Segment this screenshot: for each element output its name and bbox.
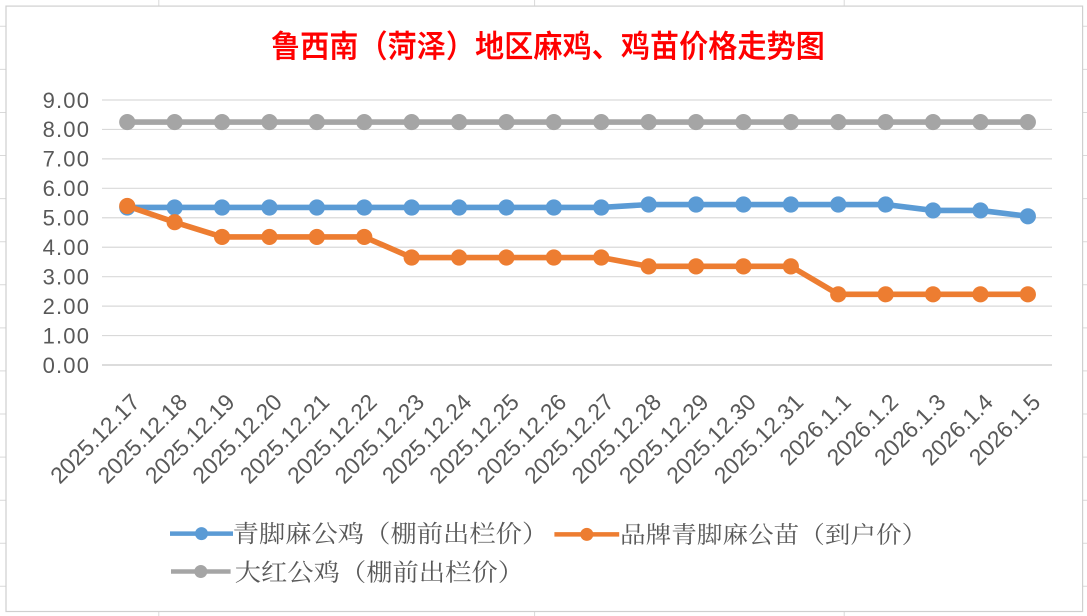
svg-text:4.00: 4.00	[43, 235, 91, 260]
svg-text:3.00: 3.00	[43, 264, 91, 289]
svg-text:2.00: 2.00	[43, 294, 91, 319]
svg-text:0.00: 0.00	[43, 353, 91, 378]
svg-text:1.00: 1.00	[43, 323, 91, 348]
svg-text:9.00: 9.00	[43, 88, 91, 113]
svg-text:7.00: 7.00	[43, 147, 91, 172]
svg-text:6.00: 6.00	[43, 176, 91, 201]
svg-text:8.00: 8.00	[43, 117, 91, 142]
svg-text:5.00: 5.00	[43, 206, 91, 231]
